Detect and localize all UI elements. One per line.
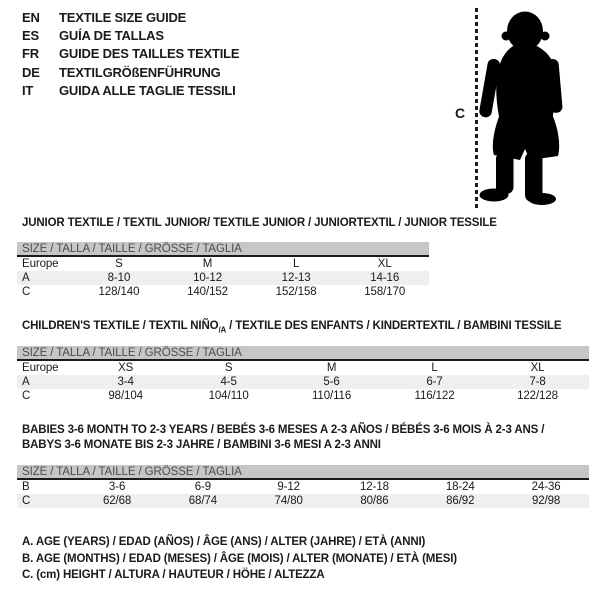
size-col-header: M	[326, 362, 337, 374]
children-title-prefix: CHILDREN'S TEXTILE / TEXTIL NIÑO	[22, 320, 219, 332]
language-row-es: ES GUÍA DE TALLAS	[22, 27, 239, 45]
legend-age-months: B. AGE (MONTHS) / EDAD (MESES) / ÂGE (MO…	[22, 552, 457, 565]
cell-value: 12-13	[281, 272, 311, 284]
cell-value: 104/110	[208, 390, 249, 402]
language-label: GUÍA DE TALLAS	[59, 28, 164, 44]
cell-value: 10-12	[193, 272, 222, 284]
baby-silhouette-icon	[479, 11, 563, 205]
size-col-header: M	[202, 258, 213, 270]
cell-value: 152/158	[275, 286, 317, 298]
language-code: IT	[22, 82, 34, 98]
cell-value: 12-18	[360, 481, 389, 493]
cell-value: 7-8	[529, 376, 546, 388]
size-bar-label: SIZE / TALLA / TAILLE / GRÖSSE / TAGLIA	[17, 465, 589, 480]
legend-height: C. (cm) HEIGHT / ALTURA / HAUTEUR / HÖHE…	[22, 569, 325, 581]
row-label: C	[22, 286, 31, 298]
cell-value: 4-5	[220, 376, 237, 388]
size-col-header: S	[115, 258, 123, 270]
cell-value: 9-12	[277, 481, 300, 493]
cell-value: 14-16	[370, 272, 400, 284]
language-row-de: DE TEXTILGRÖßENFÜHRUNG	[22, 64, 239, 82]
table-row-height: C 128/140 140/152 152/158 158/170	[17, 285, 429, 299]
language-label: TEXTILE SIZE GUIDE	[59, 10, 187, 25]
language-label: GUIDA ALLE TAGLIE TESSILI	[59, 82, 236, 98]
cell-value: 122/128	[517, 390, 558, 402]
cell-value: 6-9	[194, 481, 212, 493]
table-row-age: A 3-4 4-5 5-6 6-7 7-8	[17, 375, 589, 389]
language-row-it: IT GUIDA ALLE TAGLIE TESSILI	[22, 82, 239, 100]
cell-value: 3-4	[117, 376, 134, 388]
language-code: EN	[22, 10, 40, 25]
table-row-height: C 98/104 104/110 110/116 116/122 122/128	[17, 389, 589, 403]
babies-textile-title: BABIES 3-6 MONTH TO 2-3 YEARS / BEBÉS 3-…	[22, 423, 544, 453]
babies-textile-table: SIZE / TALLA / TAILLE / GRÖSSE / TAGLIA …	[17, 465, 589, 508]
cell-value: 92/98	[531, 495, 561, 507]
height-measure-dashed-line	[475, 8, 478, 209]
size-col-header: XL	[530, 362, 545, 374]
junior-textile-title: JUNIOR TEXTILE / TEXTIL JUNIOR/ TEXTILE …	[22, 217, 497, 229]
size-col-header: L	[292, 258, 300, 270]
language-code: FR	[22, 46, 39, 62]
size-col-header: XS	[118, 362, 134, 374]
row-label: C	[22, 495, 31, 507]
language-list: EN TEXTILE SIZE GUIDE ES GUÍA DE TALLAS …	[22, 9, 240, 100]
cell-value: 24-36	[531, 481, 561, 493]
cell-value: 6-7	[426, 376, 443, 388]
size-col-header: XL	[377, 258, 392, 270]
measure-legend: A. AGE (YEARS) / EDAD (AÑOS) / ÂGE (ANS)…	[22, 534, 457, 584]
language-code: ES	[22, 28, 39, 44]
region-label: Europe	[22, 362, 59, 374]
cell-value: 158/170	[364, 286, 406, 298]
children-textile-title: CHILDREN'S TEXTILE / TEXTIL NIÑO/A / TEX…	[22, 319, 562, 337]
cell-value: 128/140	[98, 286, 140, 298]
junior-textile-table: SIZE / TALLA / TAILLE / GRÖSSE / TAGLIA …	[17, 242, 429, 299]
cell-value: 8-10	[107, 272, 131, 284]
table-row-age-months: B 3-6 6-9 9-12 12-18 18-24 24-36	[17, 480, 589, 494]
size-col-header: L	[431, 362, 438, 374]
cell-value: 18-24	[445, 481, 475, 493]
cell-value: 80/86	[360, 495, 389, 507]
children-title-suffix: / TEXTILE DES ENFANTS / KINDERTEXTIL / B…	[226, 320, 562, 332]
table-row-age: A 8-10 10-12 12-13 14-16	[17, 271, 429, 285]
table-row-height: C 62/68 68/74 74/80 80/86 86/92 92/98	[17, 494, 589, 508]
babies-title-line1: BABIES 3-6 MONTH TO 2-3 YEARS / BEBÉS 3-…	[22, 424, 545, 436]
row-label: C	[22, 390, 31, 402]
language-label: TEXTILGRÖßENFÜHRUNG	[59, 64, 221, 80]
size-col-header: S	[224, 362, 233, 374]
cell-value: 5-6	[323, 376, 340, 388]
legend-age-years: A. AGE (YEARS) / EDAD (AÑOS) / ÂGE (ANS)…	[22, 536, 426, 548]
table-header-row: Europe XS S M L XL	[17, 361, 589, 375]
region-label: Europe	[22, 258, 59, 270]
language-label: GUIDE DES TAILLES TEXTILE	[59, 46, 240, 62]
size-bar-label: SIZE / TALLA / TAILLE / GRÖSSE / TAGLIA	[17, 242, 429, 257]
table-header-row: Europe S M L XL	[17, 257, 429, 271]
cell-value: 86/92	[446, 495, 475, 507]
cell-value: 110/116	[311, 390, 352, 402]
row-label: B	[22, 481, 30, 493]
cell-value: 68/74	[188, 495, 218, 507]
cell-value: 74/80	[274, 495, 303, 507]
row-label: A	[22, 376, 30, 388]
children-title-sub: /A	[218, 325, 227, 335]
height-measure-label: C	[454, 105, 466, 121]
language-row-fr: FR GUIDE DES TAILLES TEXTILE	[22, 45, 240, 63]
language-code: DE	[22, 64, 40, 80]
children-textile-table: SIZE / TALLA / TAILLE / GRÖSSE / TAGLIA …	[17, 346, 589, 403]
size-bar-label: SIZE / TALLA / TAILLE / GRÖSSE / TAGLIA	[17, 346, 589, 361]
cell-value: 62/68	[102, 495, 132, 507]
language-row-en: EN TEXTILE SIZE GUIDE	[22, 9, 239, 27]
cell-value: 116/122	[414, 390, 455, 402]
cell-value: 140/152	[187, 286, 228, 298]
cell-value: 98/104	[108, 390, 143, 402]
cell-value: 3-6	[108, 481, 126, 493]
row-label: A	[22, 272, 30, 284]
babies-title-line2: BABYS 3-6 MONATE BIS 2-3 JAHRE / BAMBINI…	[22, 439, 381, 451]
